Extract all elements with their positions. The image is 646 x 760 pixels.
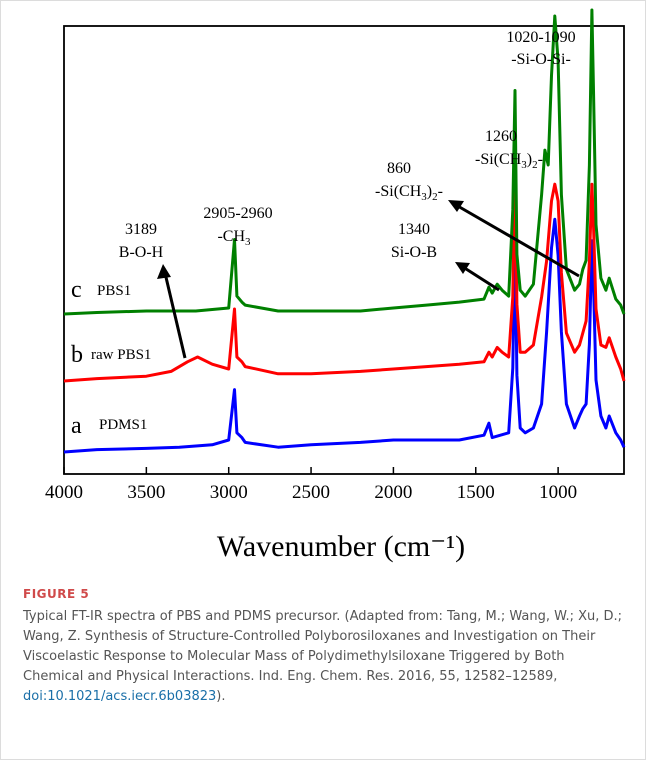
annotation-1260: 1260 -Si(CH3)2- bbox=[475, 128, 543, 171]
annotation-group: Si-O-B bbox=[391, 244, 437, 261]
annotation-sob: 1340 Si-O-B bbox=[391, 221, 437, 261]
arrowhead-860 bbox=[448, 200, 464, 212]
annotation-number: 860 bbox=[387, 160, 411, 177]
annotation-number: 1260 bbox=[485, 128, 517, 145]
ftir-chart: 4000 3500 3000 2500 2000 1500 1000 c PBS1 b ra… bbox=[45, 8, 626, 563]
doi-link[interactable]: doi:10.1021/acs.iecr.6b03823 bbox=[23, 689, 217, 704]
spectra-series bbox=[63, 8, 626, 454]
trace-name: raw PBS1 bbox=[91, 347, 151, 363]
annotation-group: -Si(CH3)2- bbox=[475, 151, 543, 171]
annotation-group: -Si-O-Si- bbox=[511, 51, 571, 68]
annotation-860: 860 -Si(CH3)2- bbox=[375, 160, 443, 203]
annotation-group: -Si(CH3)2- bbox=[375, 183, 443, 203]
trace-label-c: c PBS1 bbox=[71, 277, 131, 303]
arrow-860 bbox=[455, 203, 580, 278]
plot-frame bbox=[63, 25, 625, 475]
arrowhead-sob bbox=[455, 262, 470, 274]
figure-label: FIGURE 5 bbox=[23, 587, 90, 601]
arrow-sob bbox=[462, 265, 500, 292]
x-axis-title: Wavenumber (cm⁻¹) bbox=[217, 530, 465, 563]
x-tick-label: 2000 bbox=[374, 482, 412, 503]
series-line-c bbox=[63, 8, 626, 316]
x-tick-label: 3000 bbox=[210, 482, 248, 503]
annotation-group: B-O-H bbox=[119, 244, 164, 261]
trace-letter: a bbox=[71, 413, 82, 439]
series-line-a bbox=[63, 217, 626, 454]
trace-letter: c bbox=[71, 277, 82, 303]
x-axis-ticks: 4000 3500 3000 2500 2000 1500 1000 bbox=[45, 467, 577, 503]
arrowhead-boh bbox=[157, 264, 171, 279]
annotation-arrows bbox=[157, 200, 580, 359]
annotation-ch3: 2905-2960 -CH3 bbox=[203, 205, 272, 248]
caption-body: Typical FT-IR spectra of PBS and PDMS pr… bbox=[23, 609, 623, 684]
x-tick-label: 4000 bbox=[45, 482, 83, 503]
figure-caption: FIGURE 5 Typical FT-IR spectra of PBS an… bbox=[23, 587, 627, 707]
annotation-group: -CH3 bbox=[217, 228, 251, 248]
caption-text: Typical FT-IR spectra of PBS and PDMS pr… bbox=[23, 607, 627, 707]
trace-letter: b bbox=[71, 342, 83, 368]
trace-label-b: b raw PBS1 bbox=[71, 342, 151, 368]
arrow-boh bbox=[163, 272, 187, 359]
x-tick-label: 2500 bbox=[292, 482, 330, 503]
x-tick-label: 3500 bbox=[127, 482, 165, 503]
annotation-number: 1340 bbox=[398, 221, 430, 238]
trace-name: PBS1 bbox=[97, 283, 131, 299]
annotation-number: 2905-2960 bbox=[203, 205, 272, 222]
caption-end: ). bbox=[216, 689, 226, 704]
annotation-number: 3189 bbox=[125, 221, 157, 238]
x-tick-label: 1500 bbox=[457, 482, 495, 503]
x-tick-label: 1000 bbox=[539, 482, 577, 503]
trace-name: PDMS1 bbox=[99, 417, 147, 433]
trace-label-a: a PDMS1 bbox=[71, 413, 147, 439]
annotation-sios: 1020-1090 -Si-O-Si- bbox=[506, 29, 575, 68]
annotation-boh: 3189 B-O-H bbox=[119, 221, 164, 261]
annotation-number: 1020-1090 bbox=[506, 29, 575, 46]
